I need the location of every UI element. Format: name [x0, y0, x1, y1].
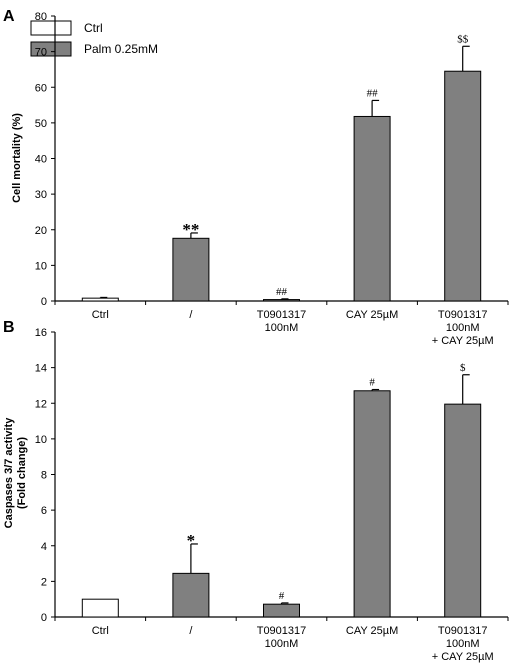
bar [172, 572, 210, 618]
panel-a-letter: A [3, 8, 15, 25]
panel-b-letter: B [3, 319, 15, 336]
x-tick-label: / [189, 625, 193, 637]
legend: Ctrl Palm 0.25mM [30, 20, 158, 57]
x-tick-label-line: / [189, 309, 193, 321]
legend-label-ctrl: Ctrl [84, 21, 103, 35]
bar [263, 299, 300, 302]
bar [81, 297, 119, 302]
x-tick-label-line: T0901317 [438, 309, 488, 321]
x-tick-label: Ctrl [92, 625, 109, 637]
y-axis-label-line: (Fold change) [16, 437, 28, 509]
x-tick-label-line: 100nM [446, 638, 480, 650]
legend-swatch-palm [30, 41, 72, 57]
bar [263, 603, 300, 618]
significance-label: # [369, 377, 375, 389]
y-tick-label: 20 [35, 225, 47, 237]
y-tick-label: 30 [35, 189, 47, 201]
x-tick-label-line: / [189, 625, 193, 637]
y-tick-label: 60 [35, 82, 47, 94]
x-tick-label-line: T0901317 [257, 625, 307, 637]
significance-label: # [279, 590, 285, 602]
x-tick-label-line: + CAY 25µM [432, 651, 494, 663]
x-tick-label-line: CAY 25µM [346, 309, 398, 321]
x-tick-label: T0901317 100nM + CAY 25µM [432, 625, 494, 663]
y-tick-label: 14 [35, 363, 47, 375]
x-tick-label: Ctrl [92, 309, 109, 321]
y-tick-label: 16 [35, 327, 47, 339]
bar [353, 115, 391, 302]
panel-b-chart: B 0 2 4 6 8 10 12 14 16 Caspases 3/7 activity(Fol… [3, 319, 509, 663]
significance-label: * [187, 531, 196, 550]
x-tick-label-line: Ctrl [92, 625, 109, 637]
panel-a-chart: A 0 10 20 30 40 50 60 70 80 Cell mortality (%) Ctr… [3, 8, 509, 347]
significance-label: $$ [457, 33, 469, 45]
y-tick-label: 0 [41, 612, 47, 624]
y-tick-label: 70 [35, 47, 47, 59]
x-tick-label-line: T0901317 [257, 309, 307, 321]
y-tick-label: 10 [35, 260, 47, 272]
x-tick-label: T0901317 100nM + CAY 25µM [432, 309, 494, 347]
y-tick-label: 8 [41, 470, 47, 482]
y-tick-label: 50 [35, 118, 47, 130]
y-tick-label: 2 [41, 576, 47, 588]
bar [444, 70, 482, 302]
y-tick-label: 6 [41, 505, 47, 517]
x-tick-label: / [189, 309, 193, 321]
x-tick-label-line: 100nM [265, 322, 299, 334]
bar [444, 403, 482, 618]
legend-swatch-ctrl [30, 20, 72, 36]
y-axis-label-line: Cell mortality (%) [11, 113, 23, 203]
x-tick-label: CAY 25µM [346, 309, 398, 321]
bar [81, 598, 119, 618]
y-axis-label-line: Caspases 3/7 activity [3, 417, 15, 529]
significance-label: $ [460, 362, 466, 374]
x-tick-label-line: Ctrl [92, 309, 109, 321]
x-tick-label-line: 100nM [265, 638, 299, 650]
y-tick-label: 0 [41, 296, 47, 308]
y-tick-label: 80 [35, 11, 47, 23]
x-tick-label: CAY 25µM [346, 625, 398, 637]
x-tick-label-line: 100nM [446, 322, 480, 334]
y-axis-label: Caspases 3/7 activity(Fold change) [3, 417, 28, 529]
y-tick-label: 12 [35, 398, 47, 410]
x-tick-label: T0901317 100nM [257, 309, 307, 334]
x-tick-label-line: T0901317 [438, 625, 488, 637]
significance-label: ## [367, 87, 379, 99]
x-tick-label-line: + CAY 25µM [432, 335, 494, 347]
y-tick-label: 40 [35, 154, 47, 166]
y-tick-label: 4 [41, 541, 47, 553]
legend-label-palm: Palm 0.25mM [84, 42, 158, 56]
x-tick-label-line: CAY 25µM [346, 625, 398, 637]
y-axis-label: Cell mortality (%) [11, 113, 23, 203]
x-tick-label: T0901317 100nM [257, 625, 307, 650]
bar [172, 237, 210, 302]
significance-label: ** [182, 220, 199, 239]
bar [353, 390, 391, 618]
y-tick-label: 10 [35, 434, 47, 446]
significance-label: ## [276, 286, 288, 298]
